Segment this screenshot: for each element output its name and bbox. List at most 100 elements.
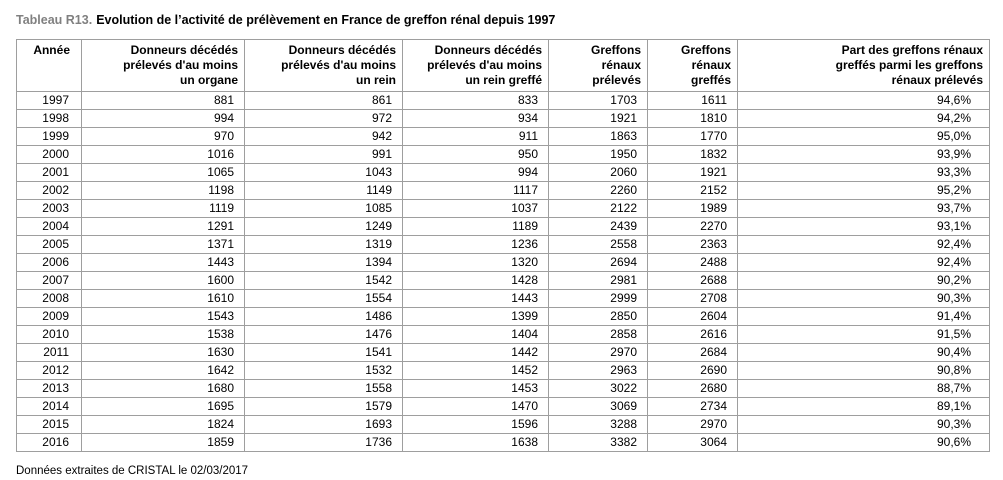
value-cell: 934 xyxy=(402,109,549,128)
table-row: 2012 1642 1532 1452 2963 2690 90,8% xyxy=(16,361,990,380)
table-row: 1998 994 972 934 1921 1810 94,2% xyxy=(16,109,990,128)
year-cell: 2009 xyxy=(16,307,82,326)
value-cell: 1810 xyxy=(647,109,738,128)
value-cell: 2690 xyxy=(647,361,738,380)
value-cell: 1989 xyxy=(647,199,738,218)
value-cell: 93,3% xyxy=(737,163,990,182)
value-cell: 1950 xyxy=(548,145,648,164)
value-cell: 94,2% xyxy=(737,109,990,128)
value-cell: 1117 xyxy=(402,181,549,200)
value-cell: 1198 xyxy=(81,181,245,200)
value-cell: 1371 xyxy=(81,235,245,254)
value-cell: 1443 xyxy=(402,289,549,308)
value-cell: 2488 xyxy=(647,253,738,272)
year-cell: 2011 xyxy=(16,343,82,362)
value-cell: 2684 xyxy=(647,343,738,362)
value-cell: 1453 xyxy=(402,379,549,398)
value-cell: 1538 xyxy=(81,325,245,344)
value-cell: 92,4% xyxy=(737,253,990,272)
value-cell: 3382 xyxy=(548,433,648,452)
table-row: 2016 1859 1736 1638 3382 3064 90,6% xyxy=(16,433,990,452)
column-header: Année xyxy=(16,39,82,92)
value-cell: 1695 xyxy=(81,397,245,416)
value-cell: 861 xyxy=(244,91,403,110)
table-row: 2011 1630 1541 1442 2970 2684 90,4% xyxy=(16,343,990,362)
column-header: Greffons rénaux prélevés xyxy=(548,39,648,92)
value-cell: 1921 xyxy=(548,109,648,128)
value-cell: 833 xyxy=(402,91,549,110)
value-cell: 1043 xyxy=(244,163,403,182)
value-cell: 2122 xyxy=(548,199,648,218)
value-cell: 991 xyxy=(244,145,403,164)
value-cell: 2734 xyxy=(647,397,738,416)
year-cell: 2012 xyxy=(16,361,82,380)
table-row: 1999 970 942 911 1863 1770 95,0% xyxy=(16,127,990,146)
value-cell: 93,1% xyxy=(737,217,990,236)
column-header: Donneurs décédés prélevés d'au moins un … xyxy=(81,39,245,92)
value-cell: 90,4% xyxy=(737,343,990,362)
table-row: 2008 1610 1554 1443 2999 2708 90,3% xyxy=(16,289,990,308)
column-header: Greffons rénaux greffés xyxy=(647,39,738,92)
year-cell: 1997 xyxy=(16,91,82,110)
value-cell: 1703 xyxy=(548,91,648,110)
year-cell: 2015 xyxy=(16,415,82,434)
value-cell: 93,9% xyxy=(737,145,990,164)
column-header: Part des greffons rénaux greffés parmi l… xyxy=(737,39,990,92)
value-cell: 2060 xyxy=(548,163,648,182)
value-cell: 2694 xyxy=(548,253,648,272)
year-cell: 1999 xyxy=(16,127,82,146)
value-cell: 1630 xyxy=(81,343,245,362)
value-cell: 1832 xyxy=(647,145,738,164)
value-cell: 95,0% xyxy=(737,127,990,146)
value-cell: 1470 xyxy=(402,397,549,416)
value-cell: 3064 xyxy=(647,433,738,452)
table-row: 2007 1600 1542 1428 2981 2688 90,2% xyxy=(16,271,990,290)
year-cell: 2007 xyxy=(16,271,82,290)
value-cell: 94,6% xyxy=(737,91,990,110)
value-cell: 1859 xyxy=(81,433,245,452)
year-cell: 2004 xyxy=(16,217,82,236)
value-cell: 88,7% xyxy=(737,379,990,398)
value-cell: 2850 xyxy=(548,307,648,326)
value-cell: 2439 xyxy=(548,217,648,236)
year-cell: 2005 xyxy=(16,235,82,254)
value-cell: 1736 xyxy=(244,433,403,452)
value-cell: 2616 xyxy=(647,325,738,344)
table-header: Année Donneurs décédés prélevés d'au moin… xyxy=(16,39,990,92)
value-cell: 1085 xyxy=(244,199,403,218)
table-row: 2015 1824 1693 1596 3288 2970 90,3% xyxy=(16,415,990,434)
value-cell: 2270 xyxy=(647,217,738,236)
table-row: 2000 1016 991 950 1950 1832 93,9% xyxy=(16,145,990,164)
year-cell: 2002 xyxy=(16,181,82,200)
year-cell: 2010 xyxy=(16,325,82,344)
table-row: 2005 1371 1319 1236 2558 2363 92,4% xyxy=(16,235,990,254)
value-cell: 2981 xyxy=(548,271,648,290)
year-cell: 2000 xyxy=(16,145,82,164)
value-cell: 1638 xyxy=(402,433,549,452)
value-cell: 91,5% xyxy=(737,325,990,344)
value-cell: 1680 xyxy=(81,379,245,398)
value-cell: 1863 xyxy=(548,127,648,146)
year-cell: 2013 xyxy=(16,379,82,398)
value-cell: 1770 xyxy=(647,127,738,146)
value-cell: 1558 xyxy=(244,379,403,398)
value-cell: 1554 xyxy=(244,289,403,308)
value-cell: 1486 xyxy=(244,307,403,326)
value-cell: 92,4% xyxy=(737,235,990,254)
value-cell: 1149 xyxy=(244,181,403,200)
table-body: 1997 881 861 833 1703 1611 94,6% 1998 994 972 934 1… xyxy=(16,91,990,452)
value-cell: 1611 xyxy=(647,91,738,110)
value-cell: 90,3% xyxy=(737,289,990,308)
value-cell: 90,6% xyxy=(737,433,990,452)
value-cell: 1291 xyxy=(81,217,245,236)
value-cell: 1921 xyxy=(647,163,738,182)
value-cell: 2708 xyxy=(647,289,738,308)
source-note: Données extraites de CRISTAL le 02/03/20… xyxy=(16,465,249,477)
table-title-text: Evolution de l’activité de prélèvement e… xyxy=(96,13,556,27)
value-cell: 1541 xyxy=(244,343,403,362)
value-cell: 1452 xyxy=(402,361,549,380)
year-cell: 1998 xyxy=(16,109,82,128)
table-row: 2004 1291 1249 1189 2439 2270 93,1% xyxy=(16,217,990,236)
value-cell: 90,3% xyxy=(737,415,990,434)
